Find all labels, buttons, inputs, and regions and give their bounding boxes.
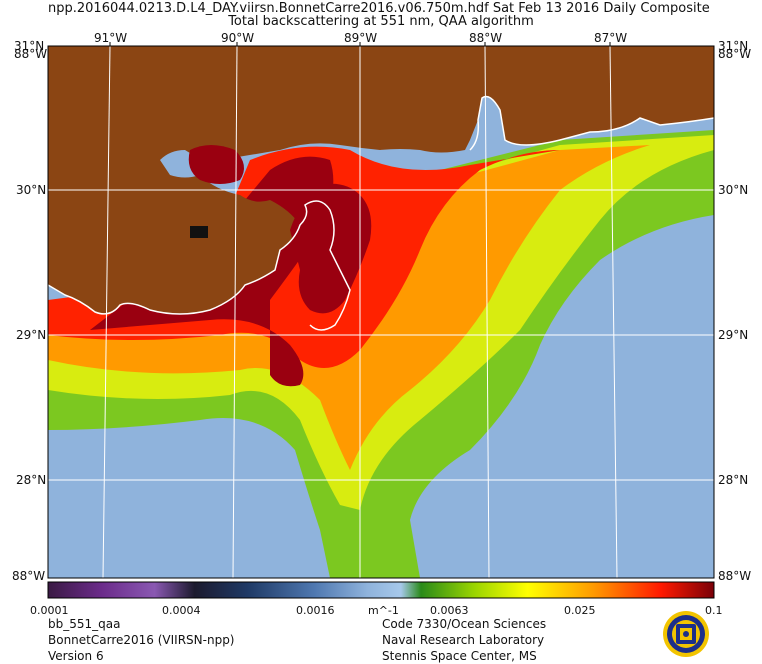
lon-label-87w: 87°W	[594, 31, 628, 45]
lat-label-right-31n: 31°N	[718, 39, 749, 53]
corner-label-top-left: 88°W	[14, 47, 48, 61]
colorbar	[47, 581, 715, 599]
tick-marks	[109, 42, 611, 46]
coastline-east	[469, 95, 715, 151]
lon-label-89w: 89°W	[344, 31, 378, 45]
lat-label-right-30n: 30°N	[718, 183, 749, 197]
lake-small	[190, 226, 208, 238]
lat-label-right-28n: 28°N	[718, 473, 749, 487]
lat-label-right-29n: 29°N	[718, 328, 749, 342]
lat-label-left-30n: 30°N	[16, 183, 47, 197]
footer-code: Code 7330/Ocean Sciences	[382, 617, 547, 631]
footer-dataset: BonnetCarre2016 (VIIRSN-npp)	[48, 633, 235, 647]
lat-label-left-31n: 31°N	[14, 39, 45, 53]
land-mass	[48, 46, 714, 314]
title-line-2: Total backscattering at 551 nm, QAA algo…	[228, 14, 534, 29]
coastline	[47, 200, 351, 331]
corner-label-bottom-right: 88°W	[718, 569, 752, 583]
lon-label-88w: 88°W	[469, 31, 503, 45]
colorbar-tick-2: 0.0016	[296, 604, 335, 617]
nrl-seal-icon	[663, 611, 709, 657]
map-frame	[47, 45, 715, 579]
lat-label-left-29n: 29°N	[16, 328, 47, 342]
graticule	[48, 45, 714, 579]
lat-label-left-28n: 28°N	[16, 473, 47, 487]
corner-label-top-right: 88°W	[718, 47, 752, 61]
corner-label-bottom-left: 88°W	[12, 569, 46, 583]
lon-label-90w: 90°W	[221, 31, 255, 45]
footer-product: bb_551_qaa	[48, 617, 121, 631]
footer-lab: Naval Research Laboratory	[382, 633, 545, 647]
colorbar-tick-6: 0.1	[705, 604, 723, 617]
colorbar-tick-4: 0.0063	[430, 604, 469, 617]
colorbar-tick-1: 0.0004	[162, 604, 201, 617]
footer-location: Stennis Space Center, MS	[382, 649, 537, 663]
colorbar-units: m^-1	[368, 604, 399, 617]
lon-label-91w: 91°W	[94, 31, 128, 45]
colorbar-tick-0: 0.0001	[30, 604, 69, 617]
title-line-1: npp.2016044.0213.D.L4_DAY.viirsn.BonnetC…	[48, 1, 710, 16]
lake	[188, 145, 244, 184]
colorbar-tick-5: 0.025	[564, 604, 596, 617]
footer-version: Version 6	[48, 649, 104, 663]
